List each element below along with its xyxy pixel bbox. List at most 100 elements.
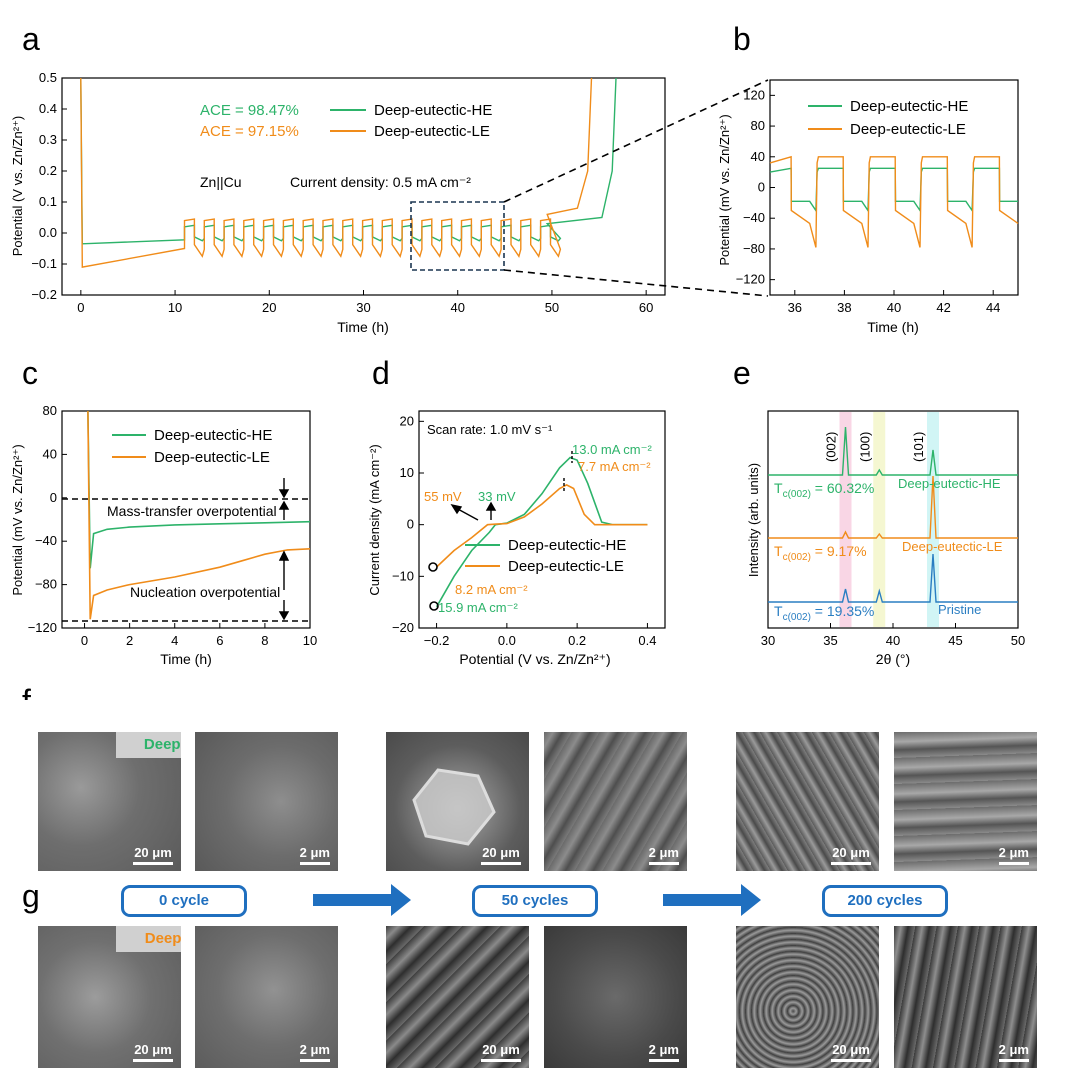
panel-d-legend-he: Deep-eutectic-HE <box>508 537 626 554</box>
y-tick-label: 40 <box>751 149 765 164</box>
panel-e-series-pristine <box>768 553 1018 603</box>
panel-d-ylabel: Current density (mA cm⁻²) <box>367 444 382 595</box>
y-tick-label: 40 <box>43 446 57 461</box>
scale-bar-20um: 20 μm <box>133 1042 173 1062</box>
panel-d-chart: −0.2 0.0 0.2 0.4 −20 −10 0 10 20 Current density… <box>367 410 666 667</box>
panel-e-ylabel: Intensity (arb. units) <box>746 463 761 577</box>
sem-g-50cycles-2um: 2 μm <box>544 926 687 1068</box>
x-tick-label: 36 <box>788 300 802 315</box>
stage-0-cycle: 0 cycle <box>121 885 247 917</box>
x-tick-label: 30 <box>761 633 775 648</box>
y-tick-label: −40 <box>35 533 57 548</box>
panel-label-g: g <box>22 878 40 914</box>
panel-c-ylabel: Potential (mV vs. Zn/Zn²⁺) <box>10 444 25 595</box>
panel-e-name-le: Deep-eutectic-LE <box>902 539 1003 554</box>
panel-b-legend-le: Deep-eutectic-LE <box>850 121 966 138</box>
panel-d-he-min: 15.9 mA cm⁻² <box>438 600 518 615</box>
scale-bar-20um: 20 μm <box>831 845 871 865</box>
y-tick-label: −10 <box>392 568 414 583</box>
scale-bar-2um: 2 μm <box>300 845 330 865</box>
x-tick-label: 40 <box>887 300 901 315</box>
y-tick-label: −0.2 <box>31 287 57 302</box>
y-tick-label: 120 <box>743 87 765 102</box>
panel-c-mass-label: Mass-transfer overpotential <box>107 503 277 519</box>
figure: a b c d e f 0102030405060−0.2−0.10.00.10… <box>10 21 1025 700</box>
y-tick-label: 0.2 <box>39 163 57 178</box>
panel-a-current: Current density: 0.5 mA cm⁻² <box>290 174 471 190</box>
x-tick-label: 6 <box>216 633 223 648</box>
panel-d-le-min: 8.2 mA cm⁻² <box>455 582 528 597</box>
y-tick-label: 0 <box>50 490 57 505</box>
y-tick-label: 80 <box>43 403 57 418</box>
x-tick-label: 44 <box>986 300 1000 315</box>
x-tick-label: 50 <box>545 300 559 315</box>
x-tick-label: 4 <box>171 633 178 648</box>
panel-a-ace-he: ACE = 98.47% <box>200 102 299 119</box>
panel-e-series-he <box>768 426 1018 476</box>
y-tick-label: 20 <box>400 413 414 428</box>
panel-label-a: a <box>22 21 40 57</box>
panel-a-chart: 0 10 20 30 40 50 60−0.2−0.10.00.10.20.30.40.5 … <box>10 70 769 335</box>
scale-bar-20um: 20 μm <box>831 1042 871 1062</box>
sem-g-200cycles-2um: 2 μm <box>894 926 1037 1068</box>
x-tick-label: 0.0 <box>498 633 516 648</box>
panel-b-chart: 36 38 40 42 44 −120 −80 −40 0 40 80 120 Potential (… <box>717 79 1019 335</box>
y-tick-label: −120 <box>28 620 57 635</box>
zoom-box <box>410 201 505 271</box>
panel-label-d: d <box>372 355 390 391</box>
scale-bar-20um: 20 μm <box>481 845 521 865</box>
sem-row-g-label: Deep-eutectic-LE <box>116 926 181 952</box>
sem-g-0cycle-20um: Deep-eutectic-LE 20 μm <box>38 926 181 1068</box>
x-tick-label: 0 <box>81 633 88 648</box>
scale-bar-20um: 20 μm <box>481 1042 521 1062</box>
panel-c-frame <box>61 410 311 629</box>
panel-d-xlabel: Potential (V vs. Zn/Zn²⁺) <box>459 651 610 667</box>
panel-a-series-le <box>80 77 593 268</box>
panel-d-he-peak: 13.0 mA cm⁻² <box>572 442 652 457</box>
panel-c-xlabel: Time (h) <box>160 651 212 667</box>
panel-b-series-le <box>769 155 1019 248</box>
panel-c-nucleation-label: Nucleation overpotential <box>130 584 280 600</box>
panel-c-legend-le: Deep-eutectic-LE <box>154 449 270 466</box>
x-tick-label: 50 <box>1011 633 1025 648</box>
panel-label-b: b <box>733 21 751 57</box>
sem-f-200cycles-2um: 2 μm <box>894 732 1037 871</box>
y-tick-label: −80 <box>743 241 765 256</box>
panel-b-xlabel: Time (h) <box>867 319 919 335</box>
scale-bar-2um: 2 μm <box>300 1042 330 1062</box>
scale-bar-2um: 2 μm <box>649 845 679 865</box>
x-tick-label: 2 <box>126 633 133 648</box>
panel-c-chart: 0 2 4 6 8 10 −120 −80 −40 0 40 80 Potential (mV vs.… <box>10 403 317 667</box>
panel-e-tc-le: Tc(002) = 9.17% <box>774 543 867 563</box>
x-tick-label: 35 <box>823 633 837 648</box>
sem-f-0cycle-2um: 2 μm <box>195 732 338 871</box>
panel-a-legend-le: Deep-eutectic-LE <box>374 123 490 140</box>
panel-e-tc-pristine: Tc(002) = 19.35% <box>774 603 874 623</box>
panel-c-arrows <box>278 478 290 621</box>
panel-d-series-le <box>436 484 648 568</box>
panel-e-xlabel: 2θ (°) <box>876 651 910 667</box>
x-tick-label: 10 <box>168 300 182 315</box>
panel-e-series-le <box>768 475 1018 539</box>
x-tick-label: 10 <box>303 633 317 648</box>
panel-e-chart: 30 35 40 45 50 Intensity (arb. units) 2θ (°)… <box>746 410 1025 667</box>
panel-a-ace-le: ACE = 97.15% <box>200 123 299 140</box>
y-tick-label: 10 <box>400 465 414 480</box>
stage-50-cycles: 50 cycles <box>472 885 598 917</box>
x-tick-label: 30 <box>356 300 370 315</box>
panel-label-e: e <box>733 355 751 391</box>
panel-a-xlabel: Time (h) <box>337 319 389 335</box>
x-tick-label: 60 <box>639 300 653 315</box>
panel-d-arrows <box>450 451 573 521</box>
y-tick-label: 0.0 <box>39 225 57 240</box>
panel-d-le-peak: 7.7 mA cm⁻² <box>578 459 651 474</box>
x-tick-label: 40 <box>886 633 900 648</box>
arrow-right-icon <box>313 884 411 916</box>
panel-e-name-he: Deep-eutectic-HE <box>898 476 1001 491</box>
x-tick-label: 0.2 <box>568 633 586 648</box>
panel-d-frame <box>418 410 666 629</box>
x-tick-label: 42 <box>936 300 950 315</box>
peak-band <box>873 412 886 627</box>
panel-d-legend-le: Deep-eutectic-LE <box>508 558 624 575</box>
panel-a-series-he <box>80 77 617 245</box>
